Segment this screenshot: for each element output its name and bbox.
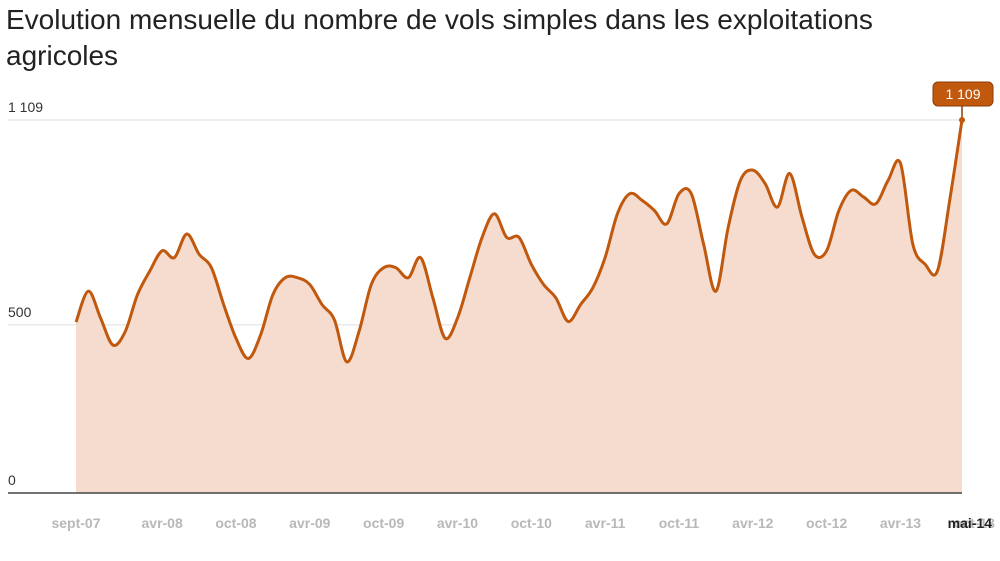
x-tick-label: oct-08 — [215, 515, 256, 531]
x-axis-labels: sept-07 avr-08 oct-08 avr-09 oct-09 avr-10 oct… — [51, 515, 995, 531]
x-tick-label: oct-13 — [954, 515, 995, 531]
x-tick-label: avr-08 — [142, 515, 183, 531]
y-tick-label: 0 — [8, 472, 16, 488]
last-value-label: 1 109 — [945, 86, 980, 102]
x-tick-label: avr-11 — [585, 515, 626, 531]
x-tick-label: avr-09 — [289, 515, 330, 531]
x-tick-label: mai-14 — [948, 515, 993, 531]
x-tick-label: avr-13 — [880, 515, 921, 531]
y-tick-label: 500 — [8, 304, 32, 320]
flag-box — [932, 81, 994, 107]
x-tick-label: oct-09 — [363, 515, 404, 531]
x-tick-label: avr-10 — [437, 515, 478, 531]
x-tick-label: oct-11 — [659, 515, 700, 531]
series-area-fill — [76, 120, 962, 493]
x-tick-label: avr-12 — [732, 515, 773, 531]
x-tick-label: oct-12 — [806, 515, 847, 531]
x-tick-label: sept-07 — [51, 515, 100, 531]
chart-title: Evolution mensuelle du nombre de vols si… — [6, 4, 873, 71]
last-value-flag[interactable]: 1 109 — [932, 81, 994, 123]
y-tick-label: 1 109 — [8, 99, 43, 115]
y-axis-labels: 0 500 1 109 — [8, 99, 43, 488]
last-point-marker — [959, 117, 965, 123]
series-line — [74, 119, 964, 364]
x-tick-label: oct-10 — [511, 515, 552, 531]
